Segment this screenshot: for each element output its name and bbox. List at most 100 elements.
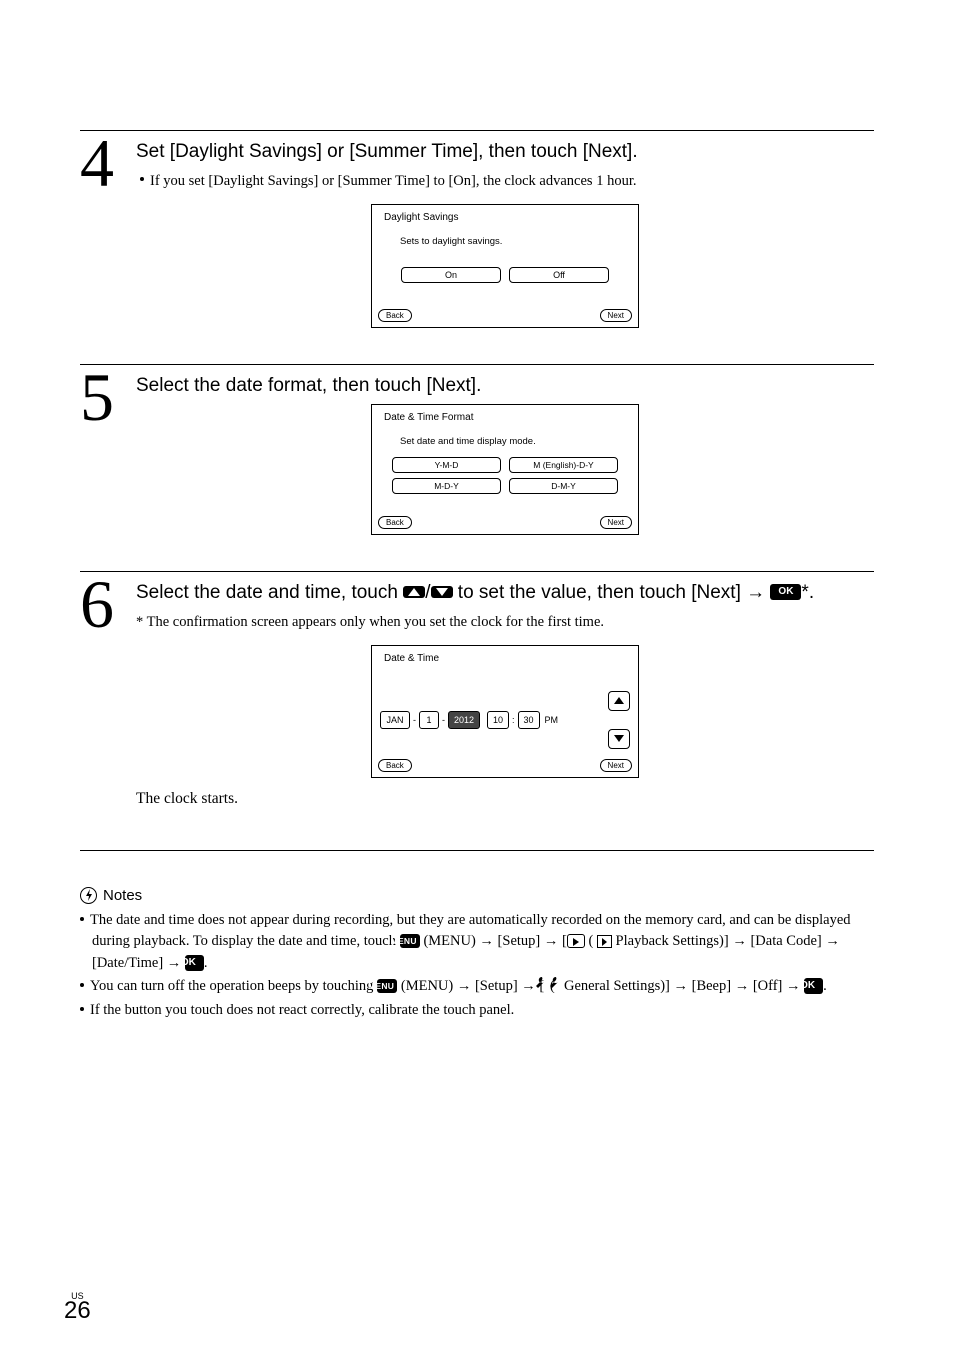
ok-icon: OK (804, 978, 823, 994)
step-4-content: Set [Daylight Savings] or [Summer Time],… (136, 139, 874, 340)
note-2: You can turn off the operation beeps by … (80, 976, 874, 998)
note-2g: [Beep] (692, 978, 735, 994)
step-4: 4 Set [Daylight Savings] or [Summer Time… (80, 130, 874, 340)
dt-body: JAN - 1 - 2012 10 : 30 PM (372, 667, 638, 755)
ds-footer: Back Next (372, 291, 638, 327)
step-5-instruction: Select the date format, then touch [Next… (136, 373, 874, 399)
df-opt-ymd: Y-M-D (392, 457, 501, 473)
note-3: If the button you touch does not react c… (80, 1000, 874, 1021)
dt-title: Date & Time (372, 646, 638, 667)
playback-icon (567, 934, 585, 948)
note-3-text: If the button you touch does not react c… (90, 1002, 514, 1018)
ds-sub: Sets to daylight savings. (372, 226, 638, 253)
step-6-pre: Select the date and time, touch (136, 582, 403, 603)
dt-up-button (608, 691, 630, 711)
notes-icon (80, 887, 97, 904)
menu-icon: MENU (400, 934, 420, 948)
arrow-icon: → (674, 978, 689, 994)
wrench-icon (558, 975, 560, 996)
step-6-footnote: * The confirmation screen appears only w… (136, 612, 874, 633)
note-2a: You can turn off the operation beeps by … (90, 978, 377, 994)
df-back-button: Back (378, 516, 412, 529)
step-4-bullet-text: If you set [Daylight Savings] or [Summer… (150, 173, 636, 189)
down-icon (431, 586, 453, 598)
dt-fields: JAN - 1 - 2012 10 : 30 PM (380, 711, 559, 729)
step-6-content: Select the date and time, touch / to set… (136, 580, 874, 826)
note-2f: General Settings)] (560, 978, 673, 994)
up-icon (403, 586, 425, 598)
note-1h: [Date/Time] (92, 955, 167, 971)
note-2c: [Setup] (475, 978, 521, 994)
df-opt-dmy: D-M-Y (509, 478, 618, 494)
date-format-screenshot: Date & Time Format Set date and time dis… (371, 404, 639, 535)
step-number-5: 5 (80, 373, 126, 422)
note-1c: [Setup] (498, 933, 544, 949)
note-1e: ( (585, 933, 597, 949)
df-footer: Back Next (372, 498, 638, 534)
playback-box-icon (597, 935, 612, 948)
df-grid: Y-M-D M (English)-D-Y M-D-Y D-M-Y (372, 453, 638, 498)
bullet-icon (80, 1007, 84, 1011)
menu-icon: MENU (377, 979, 397, 993)
step-5-content: Select the date format, then touch [Next… (136, 373, 874, 548)
df-opt-mengdy: M (English)-D-Y (509, 457, 618, 473)
arrow-icon: → (786, 978, 801, 994)
bullet-icon (80, 983, 84, 987)
dt-ampm: PM (544, 715, 560, 725)
step-number-4: 4 (80, 139, 126, 188)
step-6-closing: The clock starts. (136, 790, 874, 808)
ds-title: Daylight Savings (372, 205, 638, 226)
arrow-icon: → (735, 978, 750, 994)
df-title: Date & Time Format (372, 405, 638, 426)
arrow-icon: → (544, 933, 559, 949)
ds-back-button: Back (378, 309, 412, 322)
dt-month: JAN (380, 711, 410, 729)
dt-sep2: - (441, 715, 446, 725)
notes-header: Notes (80, 887, 874, 904)
chevron-up-icon (614, 697, 624, 704)
bullet-icon (80, 917, 84, 921)
daylight-savings-screenshot: Daylight Savings Sets to daylight saving… (371, 204, 639, 328)
dt-day: 1 (419, 711, 439, 729)
dt-hour: 10 (487, 711, 509, 729)
slash: / (425, 582, 430, 603)
dt-down-button (608, 729, 630, 749)
arrow-icon: → (732, 933, 747, 949)
chevron-down-icon (614, 735, 624, 742)
note-1: The date and time does not appear during… (80, 910, 874, 974)
arrow-icon: → (457, 978, 472, 994)
df-sub: Set date and time display mode. (372, 426, 638, 453)
note-1f: Playback Settings)] (612, 933, 732, 949)
ok-icon: OK (770, 584, 801, 600)
notes-list: The date and time does not appear during… (80, 910, 874, 1021)
note-2h: [Off] (753, 978, 786, 994)
dt-back-button: Back (378, 759, 412, 772)
df-opt-mdy: M-D-Y (392, 478, 501, 494)
separator (80, 850, 874, 851)
ds-on-button: On (401, 267, 501, 283)
step-4-instruction: Set [Daylight Savings] or [Summer Time],… (136, 139, 874, 165)
ds-button-row: On Off (372, 253, 638, 291)
note-1i: . (204, 955, 208, 971)
notes-header-text: Notes (103, 887, 142, 904)
note-2b: (MENU) (397, 978, 457, 994)
page-number: US 26 (64, 1291, 91, 1325)
ds-off-button: Off (509, 267, 609, 283)
dt-sep1: - (412, 715, 417, 725)
arrow-icon: → (746, 582, 765, 603)
step-5: 5 Select the date format, then touch [Ne… (80, 364, 874, 548)
step-4-bullet: If you set [Daylight Savings] or [Summer… (136, 171, 874, 192)
step-6: 6 Select the date and time, touch / to s… (80, 571, 874, 826)
bullet-icon (140, 177, 144, 181)
dt-next-button: Next (600, 759, 632, 772)
arrow-icon: → (825, 933, 840, 949)
note-1g: [Data Code] (750, 933, 825, 949)
datetime-screenshot: Date & Time JAN - 1 - 2012 10 : 30 PM (371, 645, 639, 778)
step-number-6: 6 (80, 580, 126, 629)
df-next-button: Next (600, 516, 632, 529)
arrow-icon: → (479, 933, 494, 949)
dt-year: 2012 (448, 711, 480, 729)
step-6-instruction: Select the date and time, touch / to set… (136, 580, 874, 606)
arrow-icon: → (167, 955, 182, 971)
note-2i: . (823, 978, 827, 994)
